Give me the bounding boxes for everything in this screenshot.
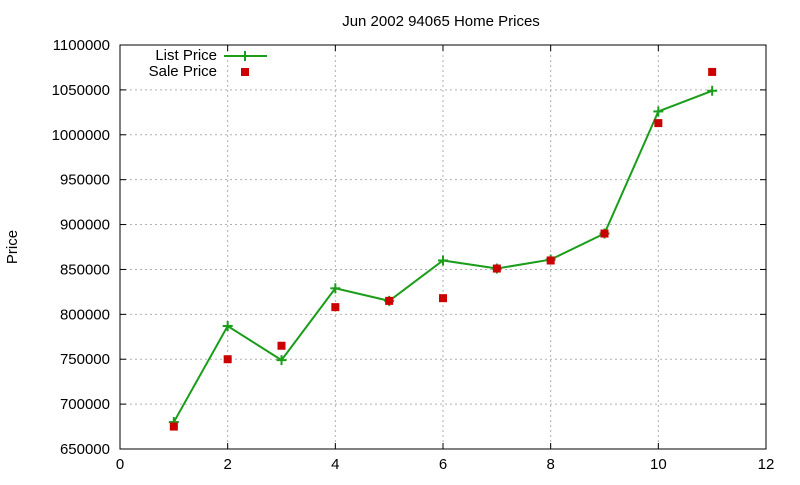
x-tick-label: 2 bbox=[223, 456, 231, 473]
x-tick-label: 12 bbox=[758, 456, 775, 473]
y-tick-label: 750000 bbox=[60, 351, 110, 368]
y-tick-label: 700000 bbox=[60, 396, 110, 413]
x-tick-label: 0 bbox=[116, 456, 124, 473]
sale-price-point bbox=[277, 341, 286, 350]
y-tick-label: 1100000 bbox=[53, 37, 110, 54]
sale-price-point bbox=[385, 296, 394, 305]
sale-price-point bbox=[492, 264, 501, 273]
grid bbox=[120, 45, 766, 449]
sale-price-point bbox=[169, 422, 178, 431]
list-price-point bbox=[707, 85, 718, 96]
x-tick-label: 8 bbox=[546, 456, 554, 473]
x-tick-label: 4 bbox=[331, 456, 339, 473]
axes: 0 2 4 6 8 10 12 650000 700000 750000 800000 850000 9… bbox=[52, 37, 775, 473]
sale-price-point bbox=[331, 303, 340, 312]
series bbox=[168, 67, 718, 431]
legend-swatch-square bbox=[241, 68, 249, 76]
sale-price-point bbox=[654, 119, 663, 128]
sale-price-point bbox=[708, 67, 717, 76]
chart-title: Jun 2002 94065 Home Prices bbox=[342, 13, 540, 30]
legend-label: List Price bbox=[155, 47, 217, 64]
y-tick-label: 850000 bbox=[60, 261, 110, 278]
list-price-point bbox=[330, 283, 341, 294]
sale-price-point bbox=[439, 294, 447, 303]
y-tick-label: 1050000 bbox=[52, 82, 110, 99]
y-tick-label: 1000000 bbox=[52, 127, 110, 144]
x-tick-label: 10 bbox=[650, 456, 667, 473]
sale-price-point bbox=[223, 355, 232, 364]
list-price-point bbox=[222, 321, 233, 332]
sale-price-point bbox=[546, 256, 555, 265]
list-price-point bbox=[276, 355, 287, 366]
y-tick-label: 800000 bbox=[60, 306, 110, 323]
sale-price-point bbox=[600, 229, 609, 238]
y-tick-label: 900000 bbox=[60, 217, 110, 234]
y-tick-label: 950000 bbox=[60, 172, 110, 189]
y-axis-label: Price bbox=[4, 230, 21, 264]
list-price-point bbox=[653, 106, 664, 117]
x-tick-label: 6 bbox=[439, 456, 447, 473]
legend-label: Sale Price bbox=[149, 63, 217, 80]
y-tick-label: 650000 bbox=[60, 441, 110, 458]
list-price-point bbox=[438, 255, 448, 266]
